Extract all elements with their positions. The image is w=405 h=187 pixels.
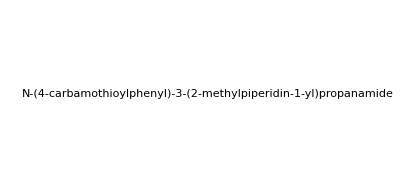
Text: N-(4-carbamothioylphenyl)-3-(2-methylpiperidin-1-yl)propanamide: N-(4-carbamothioylphenyl)-3-(2-methylpip… [21, 89, 394, 99]
